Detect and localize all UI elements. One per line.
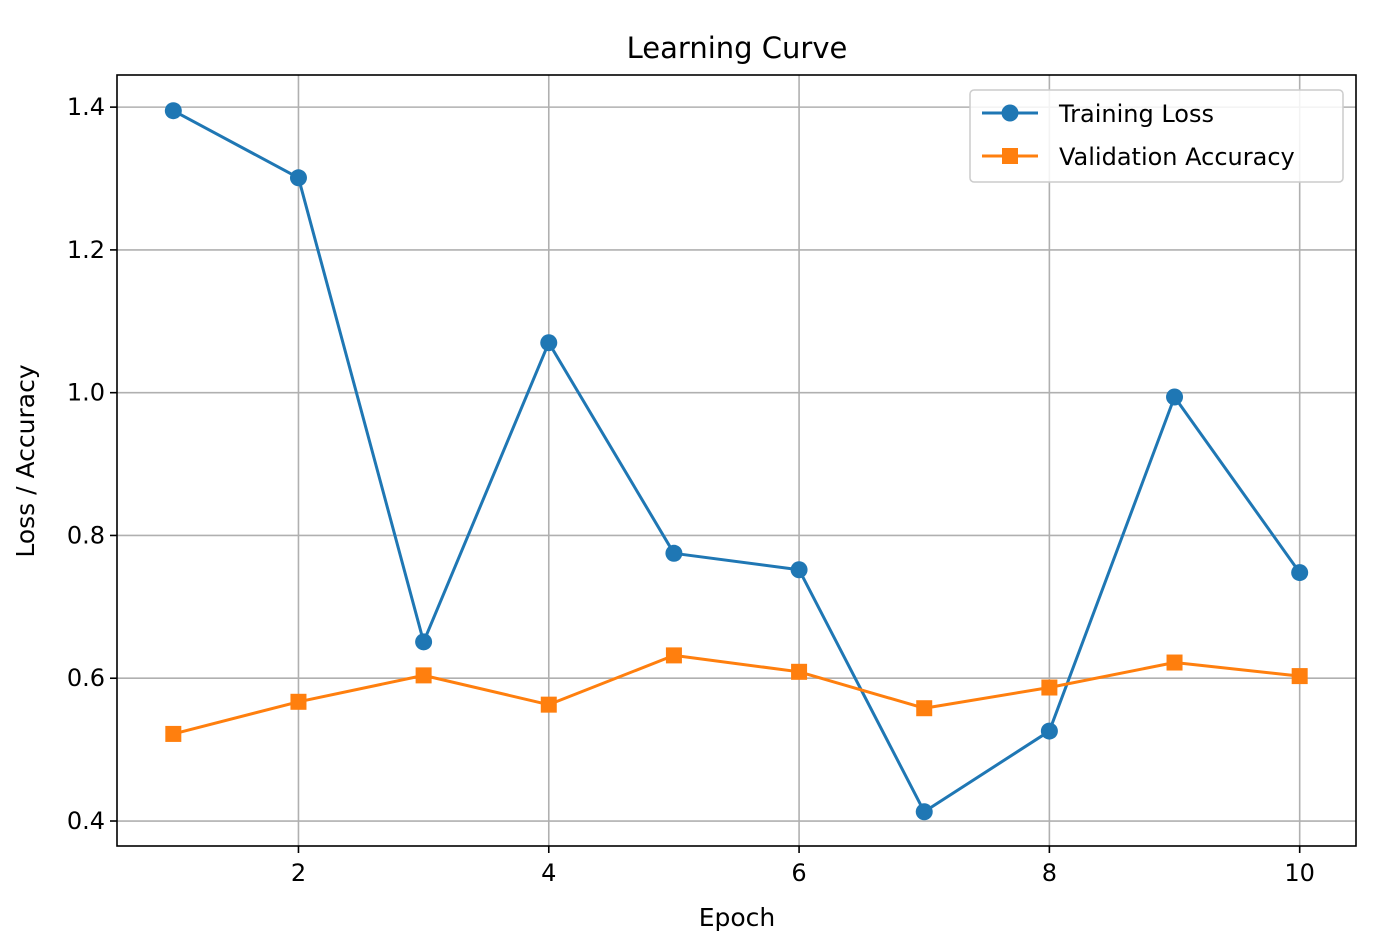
data-point [1166, 388, 1184, 406]
series-line [172, 109, 1301, 814]
data-point [289, 169, 307, 187]
series-layer [164, 102, 1309, 821]
y-tick-label: 0.6 [67, 664, 105, 692]
y-tick-label: 0.8 [67, 521, 105, 549]
x-tick-label: 8 [1042, 859, 1057, 887]
data-point [916, 700, 933, 717]
data-point [165, 725, 182, 742]
data-point [1166, 654, 1183, 671]
x-tick-label: 2 [291, 859, 306, 887]
series-line [172, 653, 1300, 736]
axis-ticks: 2 4 6 8 10 0.4 0.6 0.8 1.0 1.2 1.4 [67, 93, 1315, 887]
legend-label: Training Loss [1058, 100, 1214, 128]
data-point [791, 663, 808, 680]
y-tick-label: 1.4 [67, 93, 105, 121]
legend: Training Loss Validation Accuracy [969, 89, 1344, 183]
legend-box [969, 89, 1344, 183]
legend-item: Training Loss [982, 100, 1214, 128]
y-tick-label: 1.0 [67, 379, 105, 407]
data-point [665, 544, 683, 562]
data-point [665, 647, 682, 664]
data-point [1291, 564, 1309, 582]
data-point [1291, 668, 1308, 685]
data-point [415, 633, 433, 651]
legend-marker [1002, 148, 1018, 164]
legend-label: Validation Accuracy [1059, 143, 1295, 171]
legend-item: Validation Accuracy [982, 143, 1295, 171]
axes-frame [116, 74, 1357, 847]
data-point [790, 561, 808, 579]
y-tick-label: 0.4 [67, 807, 105, 835]
data-point [915, 803, 933, 821]
data-point [540, 696, 557, 713]
series-0 [164, 102, 1309, 821]
chart-title: Learning Curve [627, 31, 848, 65]
series-1 [165, 647, 1308, 742]
data-point [290, 693, 307, 710]
data-point [415, 667, 432, 684]
y-axis-label: Loss / Accuracy [11, 364, 40, 557]
data-point [1041, 679, 1058, 696]
x-tick-label: 10 [1284, 859, 1315, 887]
data-point [1040, 722, 1058, 740]
x-tick-label: 4 [541, 859, 556, 887]
data-point [164, 102, 182, 120]
x-tick-label: 6 [791, 859, 806, 887]
y-tick-label: 1.2 [67, 236, 105, 264]
x-axis-label: Epoch [699, 903, 776, 932]
data-point [540, 334, 558, 352]
legend-marker [1001, 104, 1019, 122]
